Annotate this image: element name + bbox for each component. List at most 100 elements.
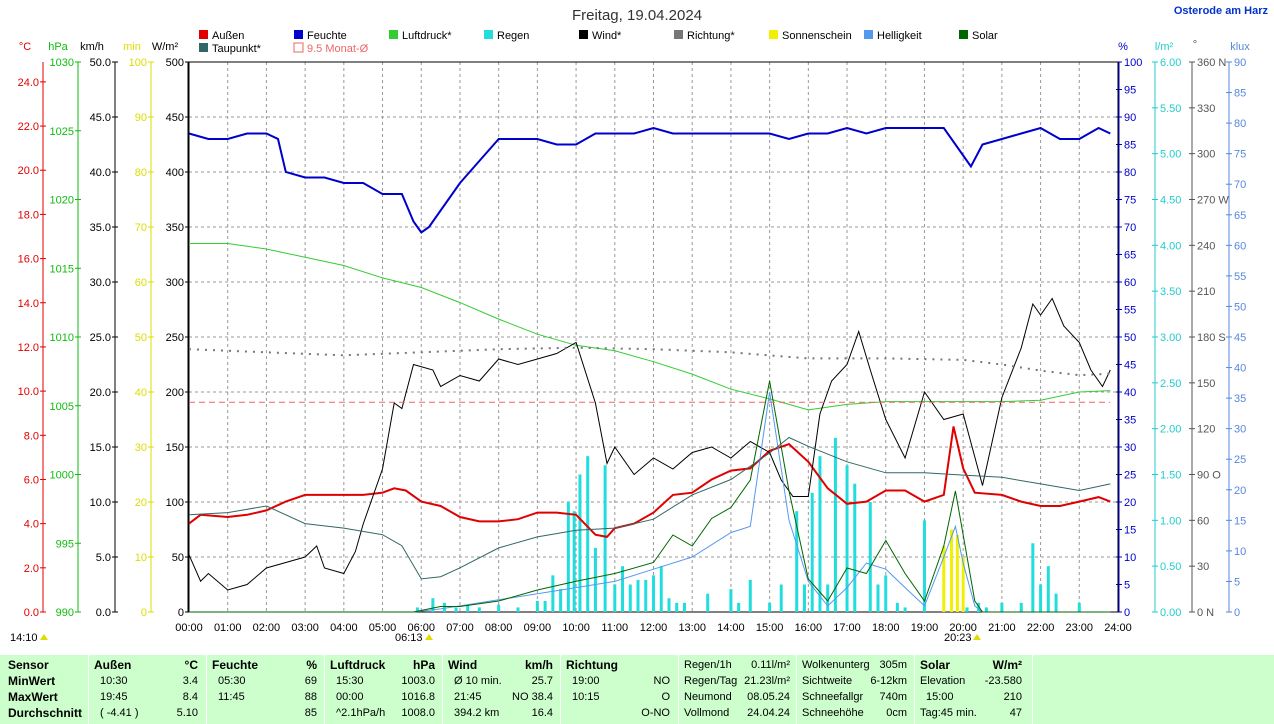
time-tick-label: 17:00 xyxy=(833,622,861,634)
bar-sonnenschein xyxy=(955,535,959,612)
bar-regen xyxy=(903,607,907,612)
regen-value: 08.05.24 xyxy=(747,691,790,703)
tick-label-min: 0 xyxy=(141,607,147,619)
tick-label-hpa: 995 xyxy=(56,538,74,550)
legend-swatch-helligkeit xyxy=(864,30,873,39)
tick-label-klux: 80 xyxy=(1234,118,1246,130)
header-wind-unit: km/h xyxy=(524,658,553,672)
bar-regen xyxy=(603,465,607,612)
tick-label-deg: 60 xyxy=(1197,515,1209,527)
wind-time: Ø 10 min. xyxy=(454,675,502,687)
tick-label-pct: 40 xyxy=(1124,387,1136,399)
bar-regen xyxy=(431,598,435,612)
wolken-label: Sichtweite xyxy=(802,675,853,687)
legend-swatch-richtung xyxy=(674,30,683,39)
regen-value: 21.23l/m² xyxy=(744,675,790,687)
tick-label-hpa: 1000 xyxy=(50,470,74,482)
time-tick-label: 22:00 xyxy=(1027,622,1055,634)
feuchte-time: 11:45 xyxy=(218,691,245,703)
tick-label-min: 100 xyxy=(129,57,147,69)
time-tick-label: 23:00 xyxy=(1066,622,1094,634)
tick-label-kmh: 40.0 xyxy=(90,167,111,179)
tick-label-min: 80 xyxy=(135,167,147,179)
richtung-time: 19:00 xyxy=(572,675,600,687)
feuchte-time: 05:30 xyxy=(218,675,246,687)
tick-label-lm2: 0.00 xyxy=(1160,607,1181,619)
unit-hpa: hPa xyxy=(48,41,68,53)
bar-regen xyxy=(779,584,783,612)
bar-regen xyxy=(729,589,733,612)
aussen-value: 3.4 xyxy=(182,675,198,687)
bar-regen xyxy=(802,584,806,612)
tick-label-wm2: 200 xyxy=(166,387,184,399)
wolken-label: Wolkenunterg xyxy=(802,659,870,671)
bar-regen xyxy=(442,602,446,612)
time-tick-label: 13:00 xyxy=(678,622,706,634)
tick-label-hpa: 1025 xyxy=(50,126,74,138)
sunrise-icon xyxy=(425,634,433,640)
bar-regen xyxy=(876,584,880,612)
legend-swatch-luftdruck xyxy=(389,30,398,39)
time-tick-label: 19:00 xyxy=(911,622,939,634)
time-tick-label: 05:00 xyxy=(369,622,397,634)
tick-label-hpa: 990 xyxy=(56,607,74,619)
legend-swatch-regen xyxy=(484,30,493,39)
tick-label-lm2: 6.00 xyxy=(1160,57,1181,69)
regen-label: Neumond xyxy=(684,691,732,703)
time-tick-label: 03:00 xyxy=(291,622,319,634)
bar-regen xyxy=(922,520,926,612)
sunset-label: 20:23 xyxy=(944,632,972,644)
bar-regen xyxy=(1031,543,1035,612)
bar-regen xyxy=(868,502,872,612)
time-tick-label: 14:00 xyxy=(717,622,745,634)
tick-label-pct: 5 xyxy=(1124,580,1130,592)
series-taupunkt- xyxy=(188,436,1111,580)
tick-label-pct: 85 xyxy=(1124,140,1136,152)
time-tick-label: 10:00 xyxy=(562,622,590,634)
wolken-value: 6-12km xyxy=(870,675,907,687)
summary-table: Sensor MinWert MaxWert Durchschnitt Außen °C 1… xyxy=(0,655,1274,724)
tick-label-pct: 10 xyxy=(1124,552,1136,564)
header-richtung: Richtung xyxy=(566,658,618,672)
bar-regen xyxy=(636,579,640,612)
tick-label-temp: 18.0 xyxy=(18,209,39,221)
sunset-icon xyxy=(973,634,981,640)
tick-label-pct: 75 xyxy=(1124,195,1136,207)
feuchte-value: 85 xyxy=(304,707,317,719)
tick-label-pct: 20 xyxy=(1124,497,1136,509)
bars xyxy=(415,437,1081,612)
header-solar-unit: W/m² xyxy=(992,658,1022,672)
legend-label-richtung: Richtung* xyxy=(687,30,735,42)
bar-regen xyxy=(1077,602,1081,612)
wolken-label: Schneehöhe xyxy=(802,707,864,719)
tick-label-deg: 30 xyxy=(1197,561,1209,573)
tick-label-kmh: 10.0 xyxy=(90,497,111,509)
bar-regen xyxy=(1046,566,1050,612)
regen-value: 24.04.24 xyxy=(747,707,790,719)
series-richtung- xyxy=(188,346,1111,377)
tick-label-deg: 150 xyxy=(1197,378,1215,390)
tick-label-lm2: 1.00 xyxy=(1160,515,1181,527)
bar-regen xyxy=(895,602,899,612)
unit-kmh: km/h xyxy=(80,41,104,53)
tick-label-wm2: 50 xyxy=(172,552,184,564)
bar-regen xyxy=(454,607,458,612)
tick-label-min: 90 xyxy=(135,112,147,124)
weather-chart: Freitag, 19.04.2024 Außen Feuchte Luftdruc… xyxy=(10,7,1250,644)
aussen-value: 8.4 xyxy=(182,691,198,703)
tick-label-temp: 12.0 xyxy=(18,342,39,354)
luftdruck-time: 00:00 xyxy=(336,691,364,703)
unit-min: min xyxy=(123,41,141,53)
aussen-time: 10:30 xyxy=(100,675,128,687)
bar-regen xyxy=(977,602,981,612)
time-tick-label: 12:00 xyxy=(640,622,668,634)
bar-regen xyxy=(818,456,822,612)
luftdruck-value: 1008.0 xyxy=(401,707,435,719)
bar-regen xyxy=(415,607,419,612)
tick-label-temp: 22.0 xyxy=(18,121,39,133)
luftdruck-time: 15:30 xyxy=(336,675,364,687)
series-außen xyxy=(188,426,1111,538)
tick-label-wm2: 150 xyxy=(166,442,184,454)
tick-label-pct: 100 xyxy=(1124,57,1142,69)
unit-klux: klux xyxy=(1230,41,1250,53)
